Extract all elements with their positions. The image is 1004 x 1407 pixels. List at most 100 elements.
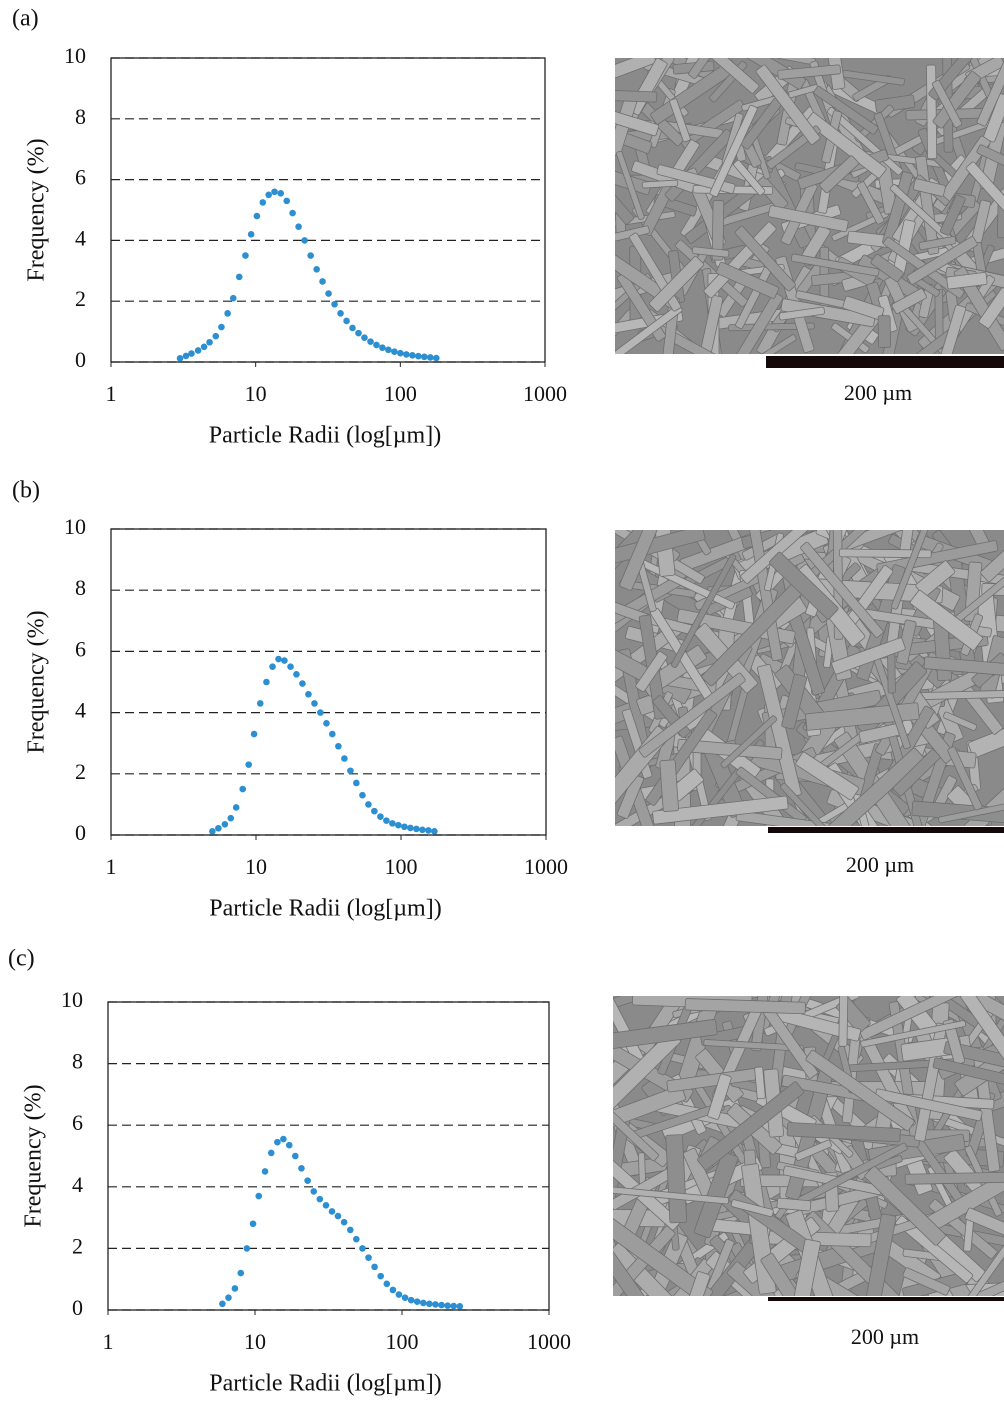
- data-point: [395, 821, 402, 829]
- sem-rod: [703, 221, 777, 299]
- sem-rod: [740, 88, 790, 150]
- data-point: [427, 354, 434, 361]
- data-point: [218, 323, 225, 331]
- sem-rod: [720, 715, 778, 769]
- panel-label: (c): [8, 946, 35, 972]
- x-tick-label: 100: [385, 854, 418, 879]
- sem-rod: [776, 1197, 812, 1212]
- data-point: [377, 813, 384, 820]
- data-point: [450, 1302, 458, 1310]
- sem-rod: [691, 246, 730, 258]
- data-point: [426, 1300, 433, 1308]
- data-point: [227, 814, 235, 822]
- sem-image: [613, 996, 1004, 1296]
- data-point: [322, 1201, 330, 1209]
- sem-rod: [734, 225, 796, 292]
- sem-rod: [684, 998, 806, 1015]
- data-point: [200, 343, 208, 351]
- data-point: [215, 824, 222, 832]
- sem-rod: [887, 652, 896, 694]
- y-tick-label: 2: [72, 1233, 83, 1258]
- x-tick-label: 1: [106, 854, 117, 879]
- y-tick-label: 0: [75, 347, 86, 372]
- y-tick-label: 10: [64, 43, 86, 68]
- sem-rod: [947, 746, 983, 811]
- data-point: [232, 804, 240, 811]
- data-point: [295, 223, 302, 231]
- data-point: [253, 212, 261, 220]
- data-point: [456, 1303, 464, 1310]
- data-point: [432, 1301, 439, 1308]
- data-point: [415, 352, 422, 360]
- sem-rod: [976, 144, 1004, 170]
- data-point: [292, 1152, 299, 1160]
- sem-rod: [890, 530, 943, 610]
- scale-bar: [766, 356, 1004, 368]
- sem-rod: [780, 298, 876, 328]
- data-point: [311, 700, 318, 707]
- sem-rod: [909, 590, 984, 651]
- sem-rod: [786, 1122, 901, 1143]
- data-point: [353, 779, 360, 787]
- sem-rod: [980, 541, 1004, 583]
- x-tick-label: 100: [384, 381, 417, 406]
- data-point: [361, 334, 368, 341]
- data-point: [281, 657, 288, 664]
- sem-rod: [754, 1066, 766, 1100]
- sem-image: [615, 58, 1004, 354]
- data-point: [325, 290, 332, 297]
- sem-rod: [785, 1238, 821, 1296]
- sem-rod: [964, 1207, 1004, 1240]
- data-point: [249, 1220, 257, 1228]
- data-point: [397, 349, 404, 357]
- plot-frame: [107, 1001, 550, 1311]
- data-point: [438, 1301, 445, 1309]
- sem-rod: [752, 334, 797, 354]
- sem-rod: [946, 272, 988, 290]
- data-point: [395, 1291, 403, 1298]
- y-tick-label: 6: [75, 165, 86, 190]
- sem-rod: [877, 294, 898, 333]
- sem-rod: [768, 551, 839, 620]
- plot-frame: [110, 57, 546, 363]
- plot-frame: [110, 528, 547, 836]
- sem-rod: [709, 104, 758, 197]
- sem-rod: [728, 322, 815, 332]
- sem-rod: [877, 315, 891, 348]
- x-axis-label: Particle Radii (log[µm]): [209, 1371, 441, 1397]
- data-point: [263, 678, 270, 686]
- panel-label: (b): [12, 478, 40, 504]
- data-point: [256, 700, 264, 707]
- data-point: [401, 1294, 409, 1301]
- sem-rod: [715, 261, 779, 299]
- sem-rod: [648, 256, 704, 312]
- data-point: [239, 785, 247, 793]
- data-point: [298, 1165, 305, 1172]
- data-point: [391, 348, 398, 355]
- y-tick-label: 8: [75, 104, 86, 129]
- data-point: [301, 237, 308, 244]
- y-tick-label: 6: [72, 1110, 83, 1135]
- sem-rod: [768, 205, 849, 233]
- sem-rod: [733, 159, 766, 196]
- sem-rod: [613, 1211, 714, 1296]
- sem-rod: [805, 112, 887, 179]
- sem-rod: [613, 1019, 718, 1053]
- sem-rod: [777, 64, 841, 80]
- sem-rod: [755, 64, 821, 145]
- data-point: [245, 761, 252, 768]
- data-point: [377, 1272, 384, 1280]
- data-point: [401, 823, 408, 831]
- sem-rod: [904, 1171, 1004, 1185]
- sem-rod: [939, 194, 966, 236]
- data-point: [225, 1294, 232, 1301]
- sem-rod: [683, 1271, 711, 1296]
- data-point: [340, 1218, 348, 1226]
- data-point: [323, 720, 330, 727]
- data-point: [379, 344, 386, 352]
- sem-rod: [819, 155, 859, 194]
- sem-rod: [842, 295, 885, 321]
- sem-rod: [892, 749, 941, 797]
- sem-rod: [805, 1049, 915, 1132]
- data-point: [353, 1235, 360, 1243]
